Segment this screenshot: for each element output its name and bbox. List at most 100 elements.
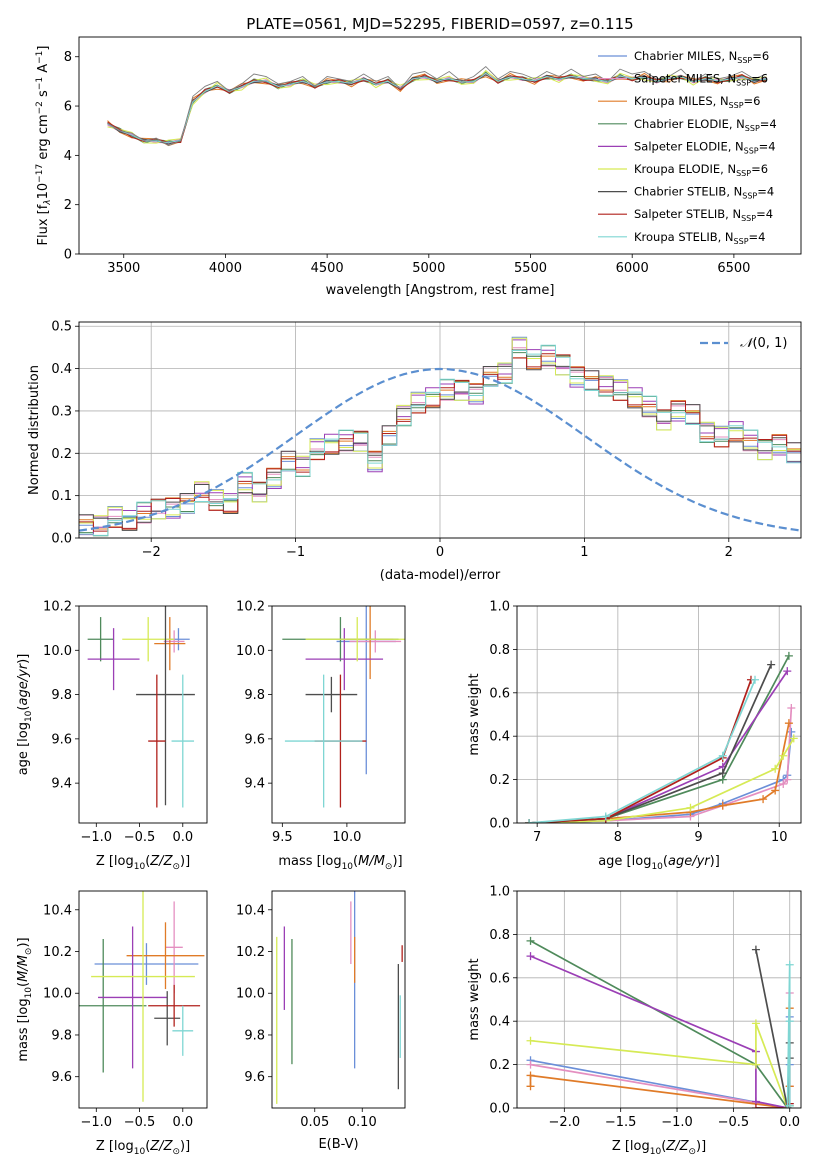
weight-vs-age-axes: 7 8 9 10 0.0 0.2 0.4 0.6 0.8 1.0 age [log10(age/yr… bbox=[467, 600, 802, 872]
weight-marker bbox=[771, 786, 780, 795]
y-tick-label: 0.0 bbox=[489, 1102, 510, 1117]
weight-marker bbox=[525, 819, 534, 823]
y-tick-label: 9.8 bbox=[51, 1028, 72, 1043]
weight-line-4 bbox=[530, 955, 788, 1108]
mass-vs-Z-axes: −1.0 −0.5 0.0 9.6 9.8 10.0 10.2 10.4 Z [log10(Z/… bbox=[16, 890, 208, 1157]
y-tick-label: 0.4 bbox=[51, 362, 72, 377]
y-axis-label: age [log10(age/yr)] bbox=[16, 654, 34, 776]
legend-label: 𝒩(0, 1) bbox=[740, 336, 787, 351]
legend-label: Kroupa STELIB, NSSP=4 bbox=[634, 230, 765, 246]
age-vs-Z-frame bbox=[78, 605, 208, 824]
y-tick-label: 6 bbox=[64, 100, 72, 115]
y-tick-label: 0.8 bbox=[489, 643, 510, 658]
legend: Chabrier MILES, NSSP=6 Salpeter MILES, NS… bbox=[598, 49, 777, 246]
y-tick-label: 9.4 bbox=[51, 777, 72, 792]
hist-step-3 bbox=[79, 345, 801, 537]
weight-line-3 bbox=[530, 940, 789, 1108]
age-vs-Z-axes: −1.0 −0.5 0.0 9.4 9.6 9.8 10.0 10.2 Z [log10(Z/Z… bbox=[16, 600, 208, 872]
x-tick-label: 0.0 bbox=[172, 830, 193, 845]
x-tick-label: 7 bbox=[533, 830, 541, 845]
residuals-frame bbox=[78, 321, 802, 539]
spectrum-frame bbox=[78, 36, 802, 255]
x-tick-label: −1.0 bbox=[81, 1115, 113, 1130]
x-tick-label: −0.5 bbox=[718, 1115, 750, 1130]
weight-vs-Z-frame bbox=[516, 890, 802, 1109]
weight-marker bbox=[771, 764, 780, 773]
weight-marker bbox=[787, 703, 796, 712]
weight-marker bbox=[751, 1104, 760, 1108]
normal-curve bbox=[79, 367, 801, 532]
data-spectrum bbox=[107, 65, 767, 147]
y-tick-label: 0.2 bbox=[489, 773, 510, 788]
weight-marker bbox=[718, 751, 727, 760]
mass-vs-EBV-axes: 0.05 0.10 9.6 9.8 10.0 10.2 10.4 E(B-V) bbox=[236, 890, 406, 1152]
y-tick-label: 10.2 bbox=[43, 945, 72, 960]
weight-marker bbox=[779, 779, 788, 788]
x-tick-label: 9 bbox=[694, 830, 702, 845]
weight-marker bbox=[526, 936, 535, 945]
x-tick-label: 6000 bbox=[616, 261, 649, 276]
x-axis-label: Z [log10(Z/Z⊙)] bbox=[96, 854, 190, 872]
x-axis-label: (data-model)/error bbox=[380, 568, 501, 583]
weight-line-2 bbox=[529, 1008, 791, 1108]
weight-marker bbox=[526, 1082, 535, 1091]
y-tick-label: 9.6 bbox=[244, 1070, 265, 1085]
y-tick-label: 9.6 bbox=[51, 732, 72, 747]
hist-step-5 bbox=[79, 337, 801, 524]
x-axis-label: E(B-V) bbox=[318, 1137, 358, 1152]
y-tick-label: 0.4 bbox=[489, 730, 510, 745]
age-vs-mass-axes: 9.5 10.0 9.4 9.6 9.8 10.0 10.2 mass [log10(M/M⊙… bbox=[236, 600, 406, 872]
weight-marker bbox=[784, 651, 793, 660]
x-axis-label: age [log10(age/yr)] bbox=[598, 854, 720, 872]
y-tick-label: 9.8 bbox=[244, 1028, 265, 1043]
y-axis-label: mass [log10(M/M⊙)] bbox=[16, 937, 34, 1061]
y-tick-label: 0.6 bbox=[489, 971, 510, 986]
x-tick-label: −0.5 bbox=[124, 1115, 156, 1130]
figure-title: PLATE=0561, MJD=52295, FIBERID=0597, z=0… bbox=[246, 15, 633, 33]
x-tick-label: 9.5 bbox=[272, 830, 293, 845]
hist-step-0 bbox=[79, 336, 801, 526]
y-tick-label: 10.2 bbox=[236, 600, 265, 615]
y-tick-label: 10.2 bbox=[236, 945, 265, 960]
y-tick-label: 2 bbox=[64, 198, 72, 213]
weight-line-5 bbox=[529, 737, 795, 823]
hist-step-2 bbox=[79, 355, 801, 531]
x-axis-label: wavelength [Angstrom, rest frame] bbox=[326, 283, 555, 298]
weight-line-6 bbox=[755, 949, 791, 1108]
weight-line-8 bbox=[529, 679, 756, 823]
weight-marker bbox=[785, 1101, 794, 1108]
y-tick-label: 10.0 bbox=[236, 644, 265, 659]
x-tick-label: 0.10 bbox=[348, 1115, 377, 1130]
y-tick-label: 0 bbox=[64, 248, 72, 263]
weight-marker bbox=[759, 795, 768, 804]
y-tick-label: 10.0 bbox=[43, 987, 72, 1002]
y-tick-label: 0.5 bbox=[51, 320, 72, 335]
weight-marker bbox=[789, 734, 798, 743]
mass-vs-EBV-frame bbox=[271, 890, 406, 1109]
weight-marker bbox=[751, 945, 760, 954]
weight-marker bbox=[785, 960, 794, 969]
hist-step-6 bbox=[79, 349, 801, 531]
x-tick-label: 5500 bbox=[514, 261, 547, 276]
y-axis-label: mass weight bbox=[467, 673, 482, 755]
y-tick-label: 8 bbox=[64, 50, 72, 65]
y-tick-label: 0.4 bbox=[489, 1015, 510, 1030]
legend-label: Kroupa MILES, NSSP=6 bbox=[634, 94, 760, 110]
y-tick-label: 1.0 bbox=[489, 885, 510, 900]
weight-marker bbox=[783, 667, 792, 676]
x-tick-label: −1.0 bbox=[661, 1115, 693, 1130]
x-tick-label: 0 bbox=[436, 545, 444, 560]
x-tick-label: 0.05 bbox=[300, 1115, 329, 1130]
weight-vs-Z-axes: −2.0 −1.5 −1.0 −0.5 0.0 0.0 0.2 0.4 0.6 0.8 1.0 Z [… bbox=[467, 885, 802, 1157]
y-tick-label: 0.8 bbox=[489, 928, 510, 943]
model-line-8 bbox=[107, 73, 767, 144]
legend-label: Chabrier STELIB, NSSP=4 bbox=[634, 185, 774, 201]
x-tick-label: 5000 bbox=[412, 261, 445, 276]
x-axis-label: Z [log10(Z/Z⊙)] bbox=[612, 1139, 706, 1157]
weight-line-2 bbox=[529, 723, 790, 823]
y-tick-label: 9.6 bbox=[51, 1070, 72, 1085]
x-tick-label: 0.0 bbox=[172, 1115, 193, 1130]
age-vs-mass-frame bbox=[271, 605, 406, 824]
y-tick-label: 0.6 bbox=[489, 686, 510, 701]
weight-marker bbox=[686, 803, 695, 812]
